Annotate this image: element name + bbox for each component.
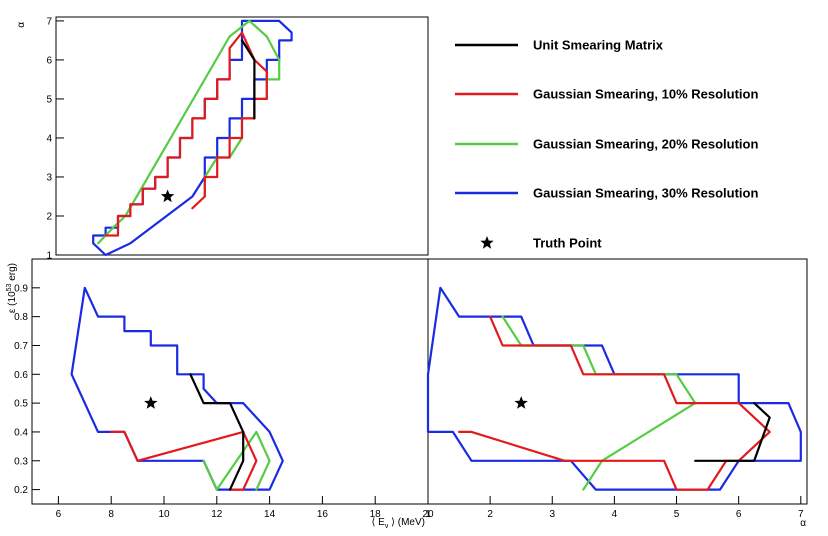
panel-top-left-plot: 1 2 3 4 5 6 7 [46,16,293,262]
bottom-left-contour-line [189,373,245,491]
bottom-left-y-axis-title-main: ε (10 [7,291,18,313]
bottom-right-contour-line [694,402,771,462]
panel-top-left-frame [55,16,429,256]
top-left-contour-line [104,31,268,237]
bottom-left-y-axis-title: ε (1053 erg) [6,263,18,313]
bottom-left-truth-point-star [144,396,158,409]
bottom-right-x-axis-title: α [800,518,806,529]
bottom-left-y-tick-label: 0.4 [14,427,28,438]
bottom-left-y-tick-label: 0.3 [14,456,28,467]
bottom-right-contour-line [458,315,771,491]
top-left-y-tick-label: 4 [46,133,52,144]
bottom-left-x-tick-label: 10 [158,509,170,520]
bottom-left-x-tick-label: 16 [317,509,329,520]
top-left-y-tick-label: 1 [46,251,52,262]
bottom-right-x-tick-label: 3 [549,509,555,520]
bottom-left-x-tick-label: 20 [422,509,434,520]
bottom-left-y-tick-label: 0.9 [14,283,28,294]
legend: Unit Smearing Matrix Gaussian Smearing, 1… [455,38,758,251]
top-left-y-tick-label: 6 [46,55,52,66]
bottom-left-x-axis-title-unit: ⟩ (MeV) [388,517,425,528]
panel-bottom-right-frame [427,258,808,505]
bottom-left-y-tick-label: 0.5 [14,399,28,410]
legend-label: Gaussian Smearing, 20% Resolution [533,137,758,152]
legend-label: Gaussian Smearing, 30% Resolution [533,186,758,201]
bottom-left-x-tick-label: 14 [264,509,276,520]
top-left-y-tick-label: 2 [46,211,52,222]
bottom-right-x-tick-label: 6 [736,509,742,520]
bottom-right-x-tick-label: 7 [798,509,804,520]
bottom-left-y-axis-title-exponent: 53 [6,283,13,291]
legend-label: Unit Smearing Matrix [533,38,664,53]
panel-bottom-left-frame [31,258,429,505]
top-left-truth-point-star [160,189,175,203]
bottom-right-x-tick-label: 1 [425,509,431,520]
bottom-left-x-axis-title-subscript: ν [385,523,389,530]
top-left-y-tick-label: 7 [46,16,52,27]
top-left-y-tick-label: 5 [46,94,52,105]
bottom-left-y-tick-label: 0.8 [14,312,28,323]
bottom-left-y-tick-label: 0.2 [14,485,28,496]
bottom-left-x-axis-title-main: ⟨ E [371,517,385,528]
bottom-right-x-tick-label: 4 [612,509,618,520]
top-left-contour-line [240,39,256,120]
bottom-left-x-tick-label: 8 [108,509,114,520]
bottom-left-x-tick-label: 18 [370,509,382,520]
bottom-left-y-tick-label: 0.7 [14,341,28,352]
bottom-left-contour-line [202,430,271,491]
top-left-y-axis-title: α [16,22,27,28]
panel-bottom-right-plot: 1 2 3 4 5 6 7 [425,286,804,520]
bottom-left-y-tick-label: 0.6 [14,370,28,381]
panel-bottom-left-plot: 0.2 0.3 0.4 0.5 0.6 0.7 0.8 0.9 6 8 10 12 14 16 18 20 [14,283,434,520]
legend-swatch-star [480,236,494,249]
legend-label: Truth Point [533,236,602,251]
bottom-left-x-axis-title: ⟨ Eν ⟩ (MeV) [371,517,425,530]
bottom-right-x-tick-label: 5 [674,509,680,520]
bottom-left-x-tick-label: 12 [211,509,223,520]
bottom-left-contour-line [70,286,284,491]
bottom-right-truth-point-star [514,396,528,409]
top-left-y-tick-label: 3 [46,172,52,183]
bottom-right-contour-line [426,286,802,491]
bottom-left-y-axis-title-unit: erg) [7,263,18,284]
legend-label: Gaussian Smearing, 10% Resolution [533,87,758,102]
bottom-right-x-tick-label: 2 [487,509,493,520]
bottom-left-x-tick-label: 6 [56,509,62,520]
